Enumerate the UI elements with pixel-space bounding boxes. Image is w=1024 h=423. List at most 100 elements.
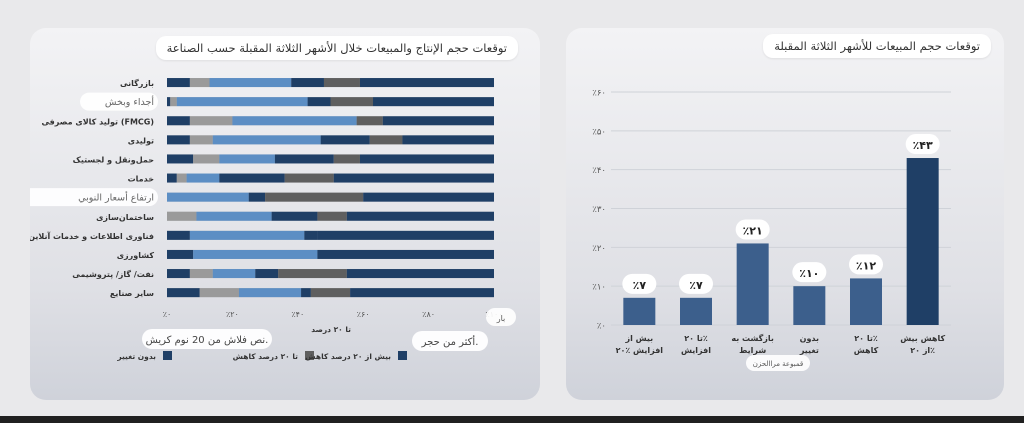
bar-segment (199, 288, 239, 298)
bar-segment (193, 154, 220, 164)
caption-text: نص فلاش من 20 نوم كريش. (146, 335, 269, 346)
bar-segment (304, 230, 318, 240)
category-label: خدمات (128, 175, 155, 184)
y-tick-label: ٪۲۰ (592, 244, 606, 254)
bar-segment (350, 288, 494, 298)
bar-segment (167, 78, 190, 88)
bar-segment (333, 173, 494, 183)
value-pill (735, 219, 770, 240)
y-tick-label: ٪۴۰ (592, 166, 606, 176)
bar-segment (167, 211, 197, 221)
category-label: کاهش (854, 346, 879, 356)
bar-segment (284, 173, 334, 183)
y-tick-label: ٪۶۰ (592, 89, 606, 99)
category-label: بازرگانی (120, 78, 154, 88)
legend-swatch (163, 351, 172, 360)
bar-segment (189, 116, 233, 126)
bar-segment (219, 154, 275, 164)
right-chart-panel: توقعات حجم المبيعات للأشهر الثلاثة المقب… (566, 28, 1004, 400)
bar (680, 297, 712, 325)
category-highlight (30, 188, 158, 207)
legend-swatch (398, 351, 407, 360)
bar-segment (167, 269, 190, 279)
bar-segment (212, 269, 256, 279)
bar-segment (186, 173, 220, 183)
bar-segment (167, 97, 171, 107)
stacked-bar-chart: بازرگانی أجداء وبخش تولید کالای مصرفی (FMC… (30, 78, 516, 361)
bar-segment (189, 230, 305, 240)
category-label: تا ۲۰٪ (854, 334, 878, 343)
bar-segment (317, 230, 494, 240)
bar-segment (301, 288, 311, 298)
bar-segment (167, 135, 190, 145)
bar-segment (167, 230, 190, 240)
bar-segment (189, 78, 210, 88)
x-tick-label: ٪۰ (163, 310, 172, 319)
category-label: کاهش بیش (900, 334, 945, 344)
legend-label: بدون تغییر (116, 352, 156, 361)
bar-segment (346, 211, 494, 221)
caption-pill-bg (142, 329, 272, 349)
category-label: تولید کالای مصرفی (FMCG) (41, 117, 154, 126)
bar-segment (238, 288, 302, 298)
bar-segment (196, 211, 272, 221)
x-tick-label: ٪۶۰ (357, 310, 370, 319)
bar (623, 297, 656, 325)
value-label: ٪۴۳ (913, 139, 933, 152)
bar-segment (291, 78, 324, 88)
bar-segment (212, 135, 321, 145)
caption-pill-bg (412, 331, 488, 351)
bar-segment (189, 135, 213, 145)
legend-label: تا ۲۰ درصد (311, 325, 351, 334)
y-tick-label: ٪۱۰ (592, 283, 606, 293)
bar-segment (333, 154, 360, 164)
vertical-bar-chart: ٪۰ ٪۱۰ ٪۲۰ ٪۳۰ ٪۴۰ ٪۵۰ ٪۶۰ ٪۷ بیش از ۲۰٪ افزایش ٪۷… (592, 89, 951, 371)
bar-segment (232, 116, 357, 126)
category-label: ۲۰٪ افزایش (616, 346, 664, 356)
bar-segment (323, 78, 360, 88)
value-pill (905, 134, 940, 155)
bar-segment (320, 135, 370, 145)
category-label: نفت/ گاز/ پتروشیمی (72, 269, 154, 279)
y-tick-label: ٪۵۰ (592, 127, 606, 137)
category-label: ساختمان‌سازی (96, 213, 154, 222)
bar-segment (176, 173, 187, 183)
value-label: ٪۱۲ (856, 259, 876, 272)
bar-segment (167, 249, 194, 259)
bar-segment (317, 249, 494, 259)
bar-segment (209, 78, 292, 88)
bar (736, 243, 769, 325)
bar-segment (170, 97, 177, 107)
category-label: بیش از (624, 334, 653, 344)
value-pill (792, 262, 827, 283)
bar-segment (317, 211, 347, 221)
caption-text: بار (496, 314, 506, 323)
category-label: تغییر (799, 346, 819, 355)
category-label: تا ۲۰٪ (684, 334, 708, 343)
bar-segment (373, 97, 494, 107)
legend-swatch (305, 351, 314, 360)
category-label: أجداء وبخش (105, 95, 154, 108)
caption-pill-bg (486, 308, 516, 326)
bottom-divider (0, 416, 1024, 423)
y-tick-label: ٪۳۰ (592, 205, 606, 215)
value-label: ٪۷ (633, 279, 647, 292)
value-label: ٪۷ (689, 279, 703, 292)
bar-segment (219, 173, 285, 183)
legend-label: بیش از ۲۰ درصد کاهش (305, 352, 391, 361)
bar-segment (265, 192, 364, 202)
bar-segment (382, 116, 494, 126)
value-pill (679, 273, 713, 294)
bar-segment (346, 269, 494, 279)
bar-segment (369, 135, 403, 145)
value-pill (849, 254, 883, 275)
bar-segment (248, 192, 266, 202)
bar-segment (167, 192, 249, 202)
footnote-text: قمبوعة مراالحزن (753, 360, 803, 368)
bar-segment (356, 116, 383, 126)
category-label: از ۲۰٪ (910, 346, 935, 355)
category-highlight (80, 92, 158, 111)
bar-segment (189, 269, 213, 279)
footnote-pill (746, 355, 810, 371)
y-tick-label: ٪۰ (597, 322, 606, 332)
